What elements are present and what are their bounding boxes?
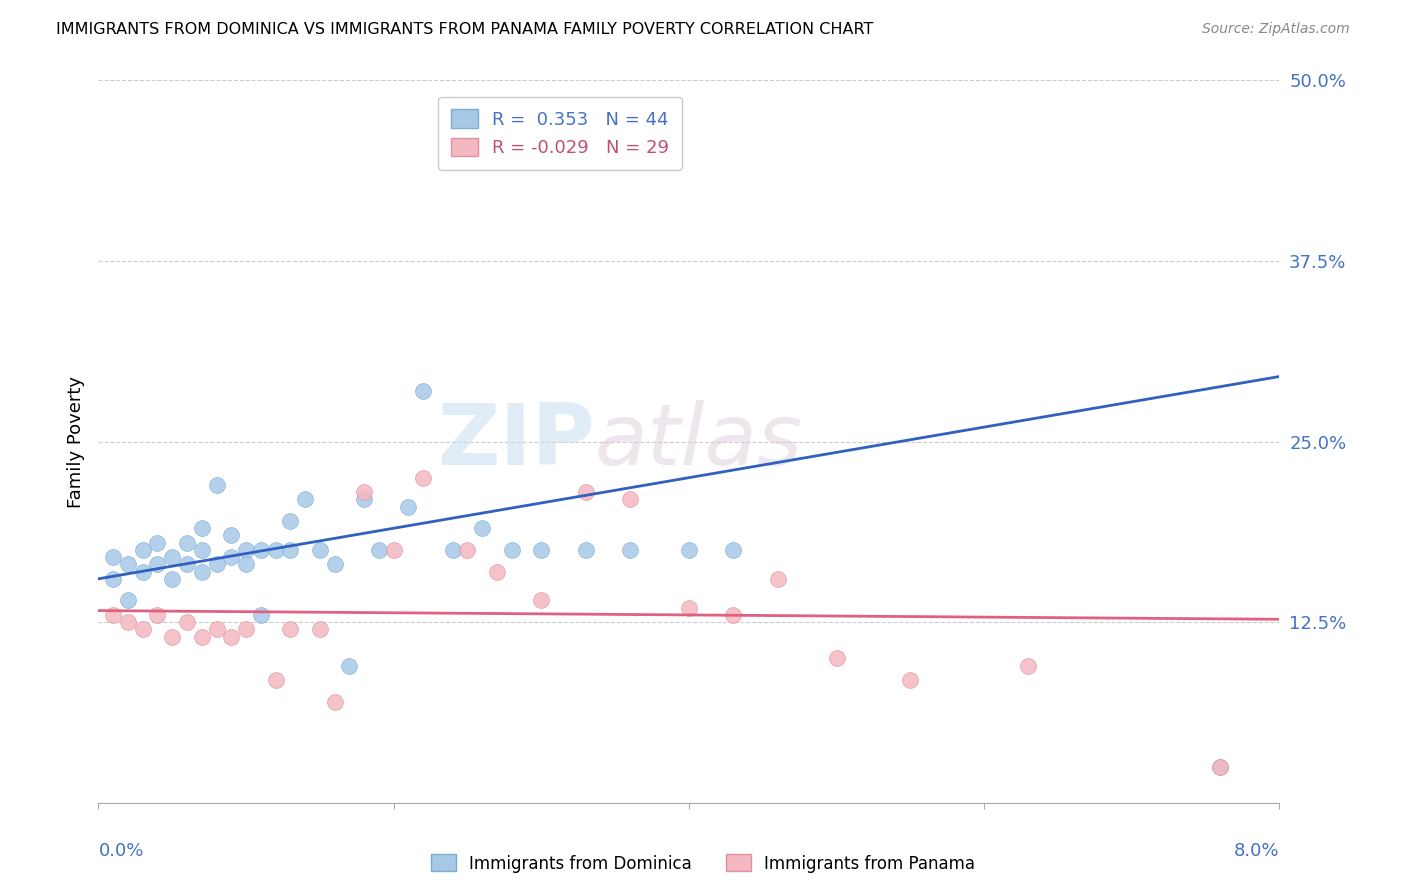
Point xyxy=(678,542,700,557)
Text: 0.0%: 0.0% xyxy=(98,842,143,860)
Point xyxy=(323,558,346,572)
Point xyxy=(353,485,375,500)
Point xyxy=(191,630,214,644)
Point xyxy=(103,572,125,586)
Point xyxy=(575,485,598,500)
Point xyxy=(678,600,700,615)
Point xyxy=(191,542,214,557)
Point xyxy=(117,615,139,630)
Point xyxy=(162,630,183,644)
Point xyxy=(766,572,789,586)
Point xyxy=(146,607,169,622)
Point xyxy=(235,542,257,557)
Y-axis label: Family Poverty: Family Poverty xyxy=(66,376,84,508)
Point xyxy=(294,492,316,507)
Point xyxy=(103,550,125,565)
Point xyxy=(530,593,553,607)
Point xyxy=(264,673,287,687)
Point xyxy=(723,607,745,622)
Point xyxy=(825,651,848,665)
Text: 8.0%: 8.0% xyxy=(1234,842,1279,860)
Point xyxy=(280,542,302,557)
Point xyxy=(619,542,641,557)
Point xyxy=(117,593,139,607)
Point xyxy=(146,558,169,572)
Point xyxy=(441,542,464,557)
Point xyxy=(235,558,257,572)
Point xyxy=(191,565,214,579)
Point xyxy=(471,521,494,535)
Point xyxy=(117,558,139,572)
Point xyxy=(132,542,155,557)
Point xyxy=(221,630,243,644)
Point xyxy=(205,623,228,637)
Point xyxy=(323,695,346,709)
Text: atlas: atlas xyxy=(595,400,803,483)
Legend: R =  0.353   N = 44, R = -0.029   N = 29: R = 0.353 N = 44, R = -0.029 N = 29 xyxy=(439,96,682,169)
Point xyxy=(368,542,391,557)
Point xyxy=(162,572,183,586)
Point xyxy=(412,470,434,484)
Point xyxy=(486,565,509,579)
Point xyxy=(205,558,228,572)
Point xyxy=(132,623,155,637)
Point xyxy=(457,542,479,557)
Point xyxy=(280,623,302,637)
Point xyxy=(1209,760,1232,774)
Point xyxy=(900,673,922,687)
Point xyxy=(221,528,243,542)
Point xyxy=(530,542,553,557)
Point xyxy=(264,542,287,557)
Point xyxy=(309,542,332,557)
Point xyxy=(103,607,125,622)
Point xyxy=(250,607,273,622)
Point xyxy=(723,542,745,557)
Legend: Immigrants from Dominica, Immigrants from Panama: Immigrants from Dominica, Immigrants fro… xyxy=(425,847,981,880)
Point xyxy=(1209,760,1232,774)
Point xyxy=(398,500,420,514)
Point xyxy=(235,623,257,637)
Point xyxy=(280,514,302,528)
Point xyxy=(382,542,405,557)
Point xyxy=(162,550,183,565)
Point xyxy=(132,565,155,579)
Point xyxy=(176,615,198,630)
Point xyxy=(353,492,375,507)
Text: IMMIGRANTS FROM DOMINICA VS IMMIGRANTS FROM PANAMA FAMILY POVERTY CORRELATION CH: IMMIGRANTS FROM DOMINICA VS IMMIGRANTS F… xyxy=(56,22,873,37)
Point xyxy=(412,384,434,398)
Point xyxy=(1018,658,1040,673)
Text: ZIP: ZIP xyxy=(437,400,595,483)
Point xyxy=(575,542,598,557)
Point xyxy=(221,550,243,565)
Text: Source: ZipAtlas.com: Source: ZipAtlas.com xyxy=(1202,22,1350,37)
Point xyxy=(648,131,671,145)
Point xyxy=(191,521,214,535)
Point xyxy=(339,658,361,673)
Point xyxy=(146,535,169,549)
Point xyxy=(176,535,198,549)
Point xyxy=(176,558,198,572)
Point xyxy=(501,542,523,557)
Point xyxy=(619,492,641,507)
Point xyxy=(309,623,332,637)
Point xyxy=(205,478,228,492)
Point xyxy=(250,542,273,557)
